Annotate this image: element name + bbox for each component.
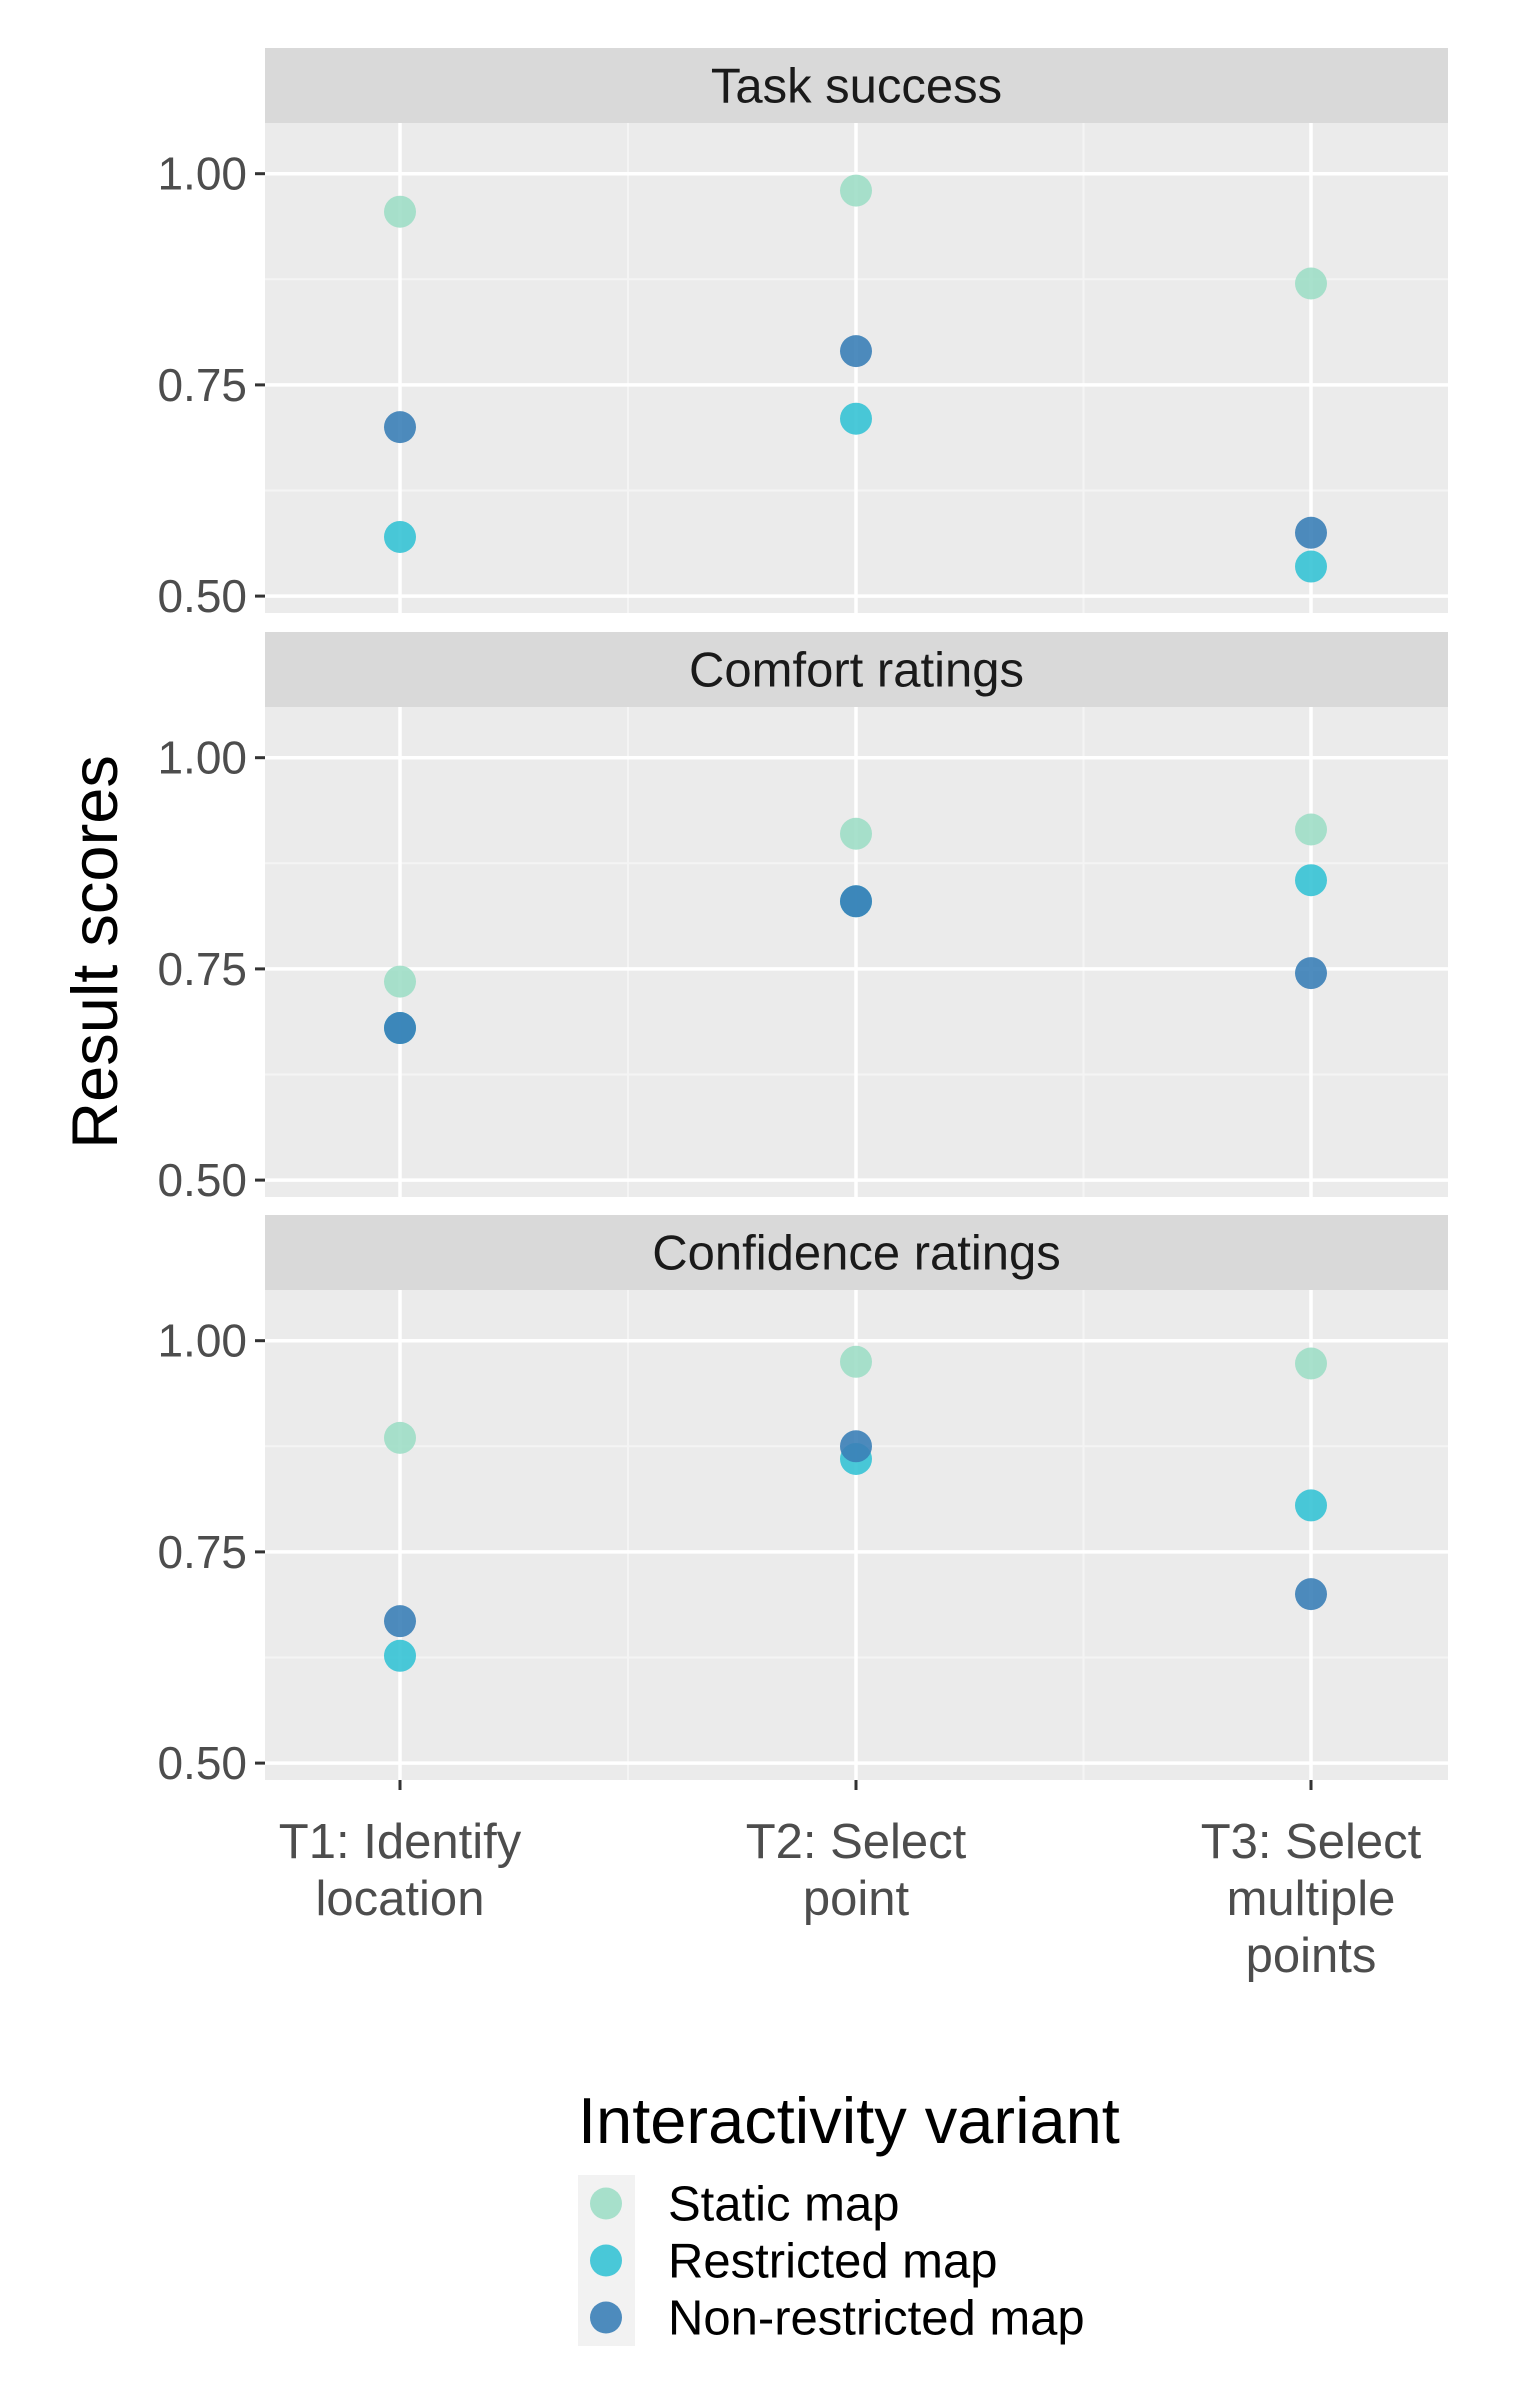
y-tick-label: 1.00 [157, 732, 247, 784]
point-static-map [1295, 813, 1327, 846]
facet-strip-label: Comfort ratings [689, 644, 1024, 698]
point-non-restricted-map [1295, 516, 1327, 549]
legend-label: Static map [668, 2178, 899, 2232]
point-restricted-map [384, 1639, 416, 1672]
point-static-map [1295, 1347, 1327, 1380]
x-tick-label: T2: Select point [746, 1815, 967, 1926]
y-tick-label: 0.50 [157, 1737, 247, 1789]
point-restricted-map [384, 520, 416, 553]
facet-strip [265, 632, 1448, 707]
x-tick-label-line: points [1246, 1929, 1377, 1983]
legend-key-restricted-map [590, 2244, 622, 2277]
x-tick-label-line: location [316, 1872, 485, 1926]
point-non-restricted-map [840, 335, 872, 368]
point-non-restricted-map [384, 1605, 416, 1638]
point-restricted-map [840, 402, 872, 435]
point-static-map [840, 817, 872, 850]
y-axis-title: Result scores [58, 755, 131, 1149]
legend: Interactivity variant Static mapRestricte… [578, 2084, 1120, 2346]
x-axis: T1: Identify location T2: Select point T3: S… [279, 1815, 1422, 1983]
y-tick-label: 1.00 [157, 1315, 247, 1367]
legend-label: Restricted map [668, 2235, 998, 2289]
y-tick-label: 0.75 [157, 359, 247, 411]
point-non-restricted-map [1295, 1578, 1327, 1611]
point-restricted-map [1295, 1489, 1327, 1522]
point-static-map [384, 195, 416, 228]
point-non-restricted-map [840, 885, 872, 918]
x-tick-label-line: T1: Identify [279, 1815, 522, 1869]
panels-layer: Task success 0.50 0.75 1.00 Comfort ratings 0… [157, 48, 1448, 1790]
point-static-map [840, 174, 872, 207]
point-restricted-map [1295, 864, 1327, 897]
point-static-map [840, 1345, 872, 1378]
x-tick-label-line: T3: Select [1201, 1815, 1422, 1869]
point-restricted-map [1295, 550, 1327, 583]
x-tick-label-line: multiple [1227, 1872, 1396, 1926]
y-tick-label: 0.75 [157, 1526, 247, 1578]
point-non-restricted-map [384, 411, 416, 444]
x-tick-label: T1: Identify location [279, 1815, 522, 1926]
point-non-restricted-map [840, 1430, 872, 1463]
facet-strip [265, 48, 1448, 123]
legend-key-static-map [590, 2187, 622, 2220]
legend-label: Non-restricted map [668, 2292, 1085, 2346]
x-tick-label-line: point [803, 1872, 910, 1926]
x-tick-label: T3: Select multiple points [1201, 1815, 1422, 1983]
y-tick-label: 0.50 [157, 1154, 247, 1206]
point-static-map [384, 965, 416, 998]
facet-panel-3: Confidence ratings 0.50 0.75 1.00 [157, 1215, 1448, 1790]
facet-panel-2: Comfort ratings 0.50 0.75 1.00 [157, 632, 1448, 1206]
point-non-restricted-map [1295, 957, 1327, 990]
y-tick-label: 1.00 [157, 148, 247, 200]
point-non-restricted-map [384, 1012, 416, 1045]
facet-strip [265, 1215, 1448, 1290]
point-static-map [1295, 267, 1327, 300]
legend-title: Interactivity variant [578, 2084, 1120, 2157]
y-tick-label: 0.50 [157, 570, 247, 622]
facet-strip-label: Task success [711, 60, 1002, 114]
x-tick-label-line: T2: Select [746, 1815, 967, 1869]
facet-strip-label: Confidence ratings [652, 1227, 1061, 1281]
facet-panel-1: Task success 0.50 0.75 1.00 [157, 48, 1448, 622]
legend-key-non-restricted-map [590, 2301, 622, 2334]
y-tick-label: 0.75 [157, 943, 247, 995]
point-static-map [384, 1421, 416, 1454]
